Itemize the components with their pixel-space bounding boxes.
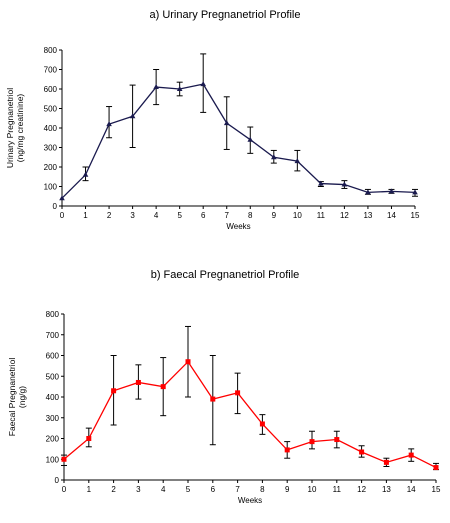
data-point bbox=[106, 121, 112, 127]
faecal-chart-panel: b) Faecal Pregnanetriol Profile 0 100 200 3… bbox=[0, 262, 450, 523]
data-point bbox=[365, 189, 371, 195]
data-point bbox=[388, 188, 395, 194]
data-point bbox=[284, 447, 290, 453]
x-tick-label: 15 bbox=[432, 485, 441, 494]
y-tick-label: 200 bbox=[44, 163, 58, 172]
y-tick-label: 0 bbox=[53, 202, 58, 211]
x-axis-label: Weeks bbox=[226, 222, 250, 231]
y-tick-label: 0 bbox=[55, 476, 60, 485]
y-tick-label: 800 bbox=[44, 46, 58, 55]
x-tick-label: 8 bbox=[260, 485, 265, 494]
x-tick-label: 4 bbox=[154, 211, 159, 220]
x-tick-label: 4 bbox=[161, 485, 166, 494]
data-point bbox=[235, 390, 241, 396]
x-tick-label: 14 bbox=[407, 485, 416, 494]
data-point bbox=[359, 449, 365, 455]
data-point bbox=[86, 436, 92, 441]
data-point bbox=[176, 86, 183, 91]
y-tick-label: 100 bbox=[44, 183, 58, 192]
x-tick-label: 11 bbox=[333, 485, 342, 494]
data-point bbox=[341, 181, 348, 187]
data-point bbox=[61, 456, 67, 462]
y-tick-label: 400 bbox=[44, 124, 58, 133]
x-tick-label: 2 bbox=[111, 485, 116, 494]
data-point bbox=[185, 359, 191, 365]
y-axis-label: (ng/mg creatinine) bbox=[15, 94, 25, 163]
chart-title: a) Urinary Pregnanetriol Profile bbox=[149, 9, 301, 21]
data-point bbox=[408, 452, 414, 458]
x-tick-label: 14 bbox=[387, 211, 396, 220]
data-point bbox=[247, 136, 254, 142]
x-tick-label: 6 bbox=[211, 485, 216, 494]
data-point bbox=[160, 384, 166, 390]
y-tick-label: 300 bbox=[44, 144, 58, 153]
x-tick-label: 10 bbox=[293, 211, 302, 220]
data-point bbox=[153, 84, 159, 90]
x-tick-label: 6 bbox=[201, 211, 206, 220]
urinary-chart-panel: a) Urinary Pregnanetriol Profile 0 100 200… bbox=[5, 9, 420, 231]
y-axis-label: Faecal Pregnanetriol bbox=[7, 358, 17, 437]
data-point bbox=[309, 439, 315, 445]
y-tick-label: 100 bbox=[46, 455, 60, 464]
x-tick-label: 3 bbox=[136, 485, 141, 494]
x-tick-label: 5 bbox=[186, 485, 191, 494]
data-point bbox=[210, 396, 216, 402]
data-point bbox=[259, 421, 265, 427]
series-line bbox=[63, 360, 437, 469]
x-tick-label: 15 bbox=[411, 211, 420, 220]
y-tick-label: 700 bbox=[44, 66, 58, 75]
x-tick-label: 3 bbox=[130, 211, 135, 220]
chart-title: b) Faecal Pregnanetriol Profile bbox=[150, 269, 300, 281]
series-line bbox=[61, 83, 416, 199]
x-tick-label: 7 bbox=[225, 211, 230, 220]
x-tick-label: 7 bbox=[235, 485, 240, 494]
x-tick-label: 9 bbox=[285, 485, 290, 494]
data-point bbox=[318, 180, 324, 186]
x-axis-label: Weeks bbox=[238, 496, 262, 505]
y-tick-label: 300 bbox=[46, 414, 60, 423]
x-tick-label: 5 bbox=[177, 211, 182, 220]
data-point bbox=[129, 113, 136, 119]
data-point bbox=[135, 379, 141, 385]
data-point bbox=[223, 120, 230, 126]
data-point bbox=[383, 459, 389, 465]
x-tick-label: 12 bbox=[340, 211, 349, 220]
x-tick-label: 9 bbox=[272, 211, 277, 220]
y-axis-label: (ng/g) bbox=[17, 386, 27, 408]
data-point bbox=[334, 437, 340, 443]
y-tick-label: 600 bbox=[44, 85, 58, 94]
y-tick-label: 500 bbox=[44, 105, 58, 114]
x-tick-label: 13 bbox=[382, 485, 391, 494]
x-tick-label: 0 bbox=[60, 211, 65, 220]
y-tick-label: 800 bbox=[46, 310, 60, 319]
data-point bbox=[82, 171, 89, 177]
x-tick-label: 0 bbox=[62, 485, 67, 494]
data-point bbox=[433, 465, 439, 471]
x-tick-label: 13 bbox=[363, 211, 372, 220]
data-point bbox=[200, 81, 206, 87]
y-tick-label: 400 bbox=[46, 393, 60, 402]
y-tick-label: 600 bbox=[46, 352, 60, 361]
data-point bbox=[412, 189, 418, 195]
y-tick-label: 700 bbox=[46, 331, 60, 340]
x-tick-label: 11 bbox=[317, 211, 326, 220]
data-point bbox=[271, 154, 277, 160]
x-tick-label: 8 bbox=[248, 211, 253, 220]
x-tick-label: 12 bbox=[357, 485, 366, 494]
y-axis-label: Urinary Pregnanetriol bbox=[5, 88, 15, 168]
x-tick-label: 1 bbox=[83, 211, 88, 220]
data-point bbox=[59, 195, 65, 201]
data-point bbox=[294, 158, 301, 164]
x-tick-label: 2 bbox=[107, 211, 112, 220]
x-tick-label: 1 bbox=[87, 485, 92, 494]
x-tick-label: 10 bbox=[308, 485, 317, 494]
y-tick-label: 200 bbox=[46, 435, 60, 444]
y-tick-label: 500 bbox=[46, 372, 60, 381]
data-point bbox=[111, 388, 117, 394]
